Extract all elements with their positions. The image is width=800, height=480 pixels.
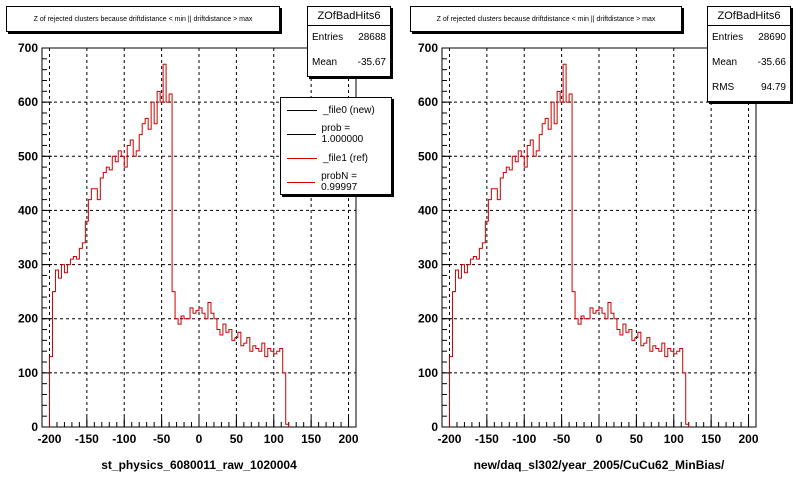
- x-tick-label: 200: [339, 432, 359, 446]
- y-tick-label: 0: [431, 420, 438, 434]
- x-tick-label: -50: [553, 432, 571, 446]
- x-tick-label: -150: [75, 432, 99, 446]
- y-tick-label: 300: [418, 258, 438, 272]
- stats-name: ZOfBadHits6: [708, 7, 790, 26]
- y-tick-label: 700: [18, 41, 38, 55]
- y-tick-label: 200: [18, 312, 38, 326]
- y-tick-label: 200: [418, 312, 438, 326]
- histogram-right: -200 -150 -100 -50 0 50 100 150 200 0 100 200 300 400…: [418, 41, 759, 472]
- x-tick-label: 100: [664, 432, 684, 446]
- stats-mean-row: Mean -35.67: [308, 51, 390, 76]
- histogram-series: [448, 63, 690, 427]
- legend-label: _file1 (ref): [323, 152, 369, 164]
- x-tick-label: -200: [37, 432, 61, 446]
- legend-left: _file0 (new) prob = 1.000000 _file1 (ref…: [280, 97, 392, 195]
- stats-mean-row: Mean -35.66: [708, 51, 790, 76]
- stats-box-left: ZOfBadHits6 Entries 28688 Mean -35.67: [307, 6, 391, 77]
- stats-entries-value: 28690: [758, 32, 786, 43]
- y-tick-label: 300: [18, 258, 38, 272]
- x-axis-title: st_physics_6080011_raw_1020004: [101, 458, 297, 472]
- legend-swatch: [287, 133, 316, 135]
- y-tick-label: 600: [18, 95, 38, 109]
- histogram-series: [48, 63, 290, 427]
- stats-rms-value: 94.79: [760, 82, 786, 93]
- stats-entries-value: 28688: [358, 32, 386, 43]
- legend-swatch: [287, 157, 317, 159]
- y-tick-label: 100: [418, 366, 438, 380]
- y-tick-label: 500: [418, 149, 438, 163]
- legend-swatch: [287, 181, 316, 183]
- x-tick-label: 200: [739, 432, 759, 446]
- x-tick-label: -100: [112, 432, 136, 446]
- y-tick-label: 100: [18, 366, 38, 380]
- x-tick-label: 150: [301, 432, 321, 446]
- x-tick-label: 50: [230, 432, 244, 446]
- stats-box-right: ZOfBadHits6 Entries 28690 Mean -35.66 RM…: [707, 6, 791, 102]
- stats-name: ZOfBadHits6: [308, 7, 390, 26]
- panel-title-left: Z of rejected clusters because driftdist…: [6, 6, 280, 32]
- legend-swatch: [287, 109, 317, 111]
- legend-label: probN = 0.99997: [321, 171, 358, 193]
- x-tick-label: 50: [630, 432, 644, 446]
- stats-mean-label: Mean: [712, 57, 738, 68]
- stats-rms-row: RMS 94.79: [708, 76, 790, 101]
- y-tick-label: 600: [418, 95, 438, 109]
- legend-entry: _file0 (new): [281, 98, 391, 122]
- legend-entry: prob = 1.000000: [281, 122, 391, 146]
- y-tick-label: 0: [31, 420, 38, 434]
- stats-mean-value: -35.66: [757, 57, 786, 68]
- x-tick-label: -50: [153, 432, 171, 446]
- stats-entries-row: Entries 28690: [708, 26, 790, 51]
- stats-mean-value: -35.67: [357, 57, 386, 68]
- legend-label: prob = 1.000000: [321, 123, 364, 145]
- y-tick-label: 400: [18, 203, 38, 217]
- x-axis-title: new/daq_sl302/year_2005/CuCu62_MinBias/: [474, 458, 725, 472]
- y-tick-label: 700: [418, 41, 438, 55]
- x-tick-label: -150: [475, 432, 499, 446]
- plot-frame: [441, 47, 757, 428]
- x-tick-label: 150: [701, 432, 721, 446]
- legend-entry: _file1 (ref): [281, 146, 391, 170]
- stats-entries-label: Entries: [712, 32, 744, 43]
- x-tick-label: -100: [512, 432, 536, 446]
- legend-entry: probN = 0.99997: [281, 170, 391, 194]
- legend-label: _file0 (new): [323, 104, 375, 116]
- stats-entries-label: Entries: [312, 32, 344, 43]
- y-tick-label: 500: [18, 149, 38, 163]
- x-tick-label: 0: [596, 432, 603, 446]
- x-tick-label: 0: [196, 432, 203, 446]
- y-tick-label: 400: [418, 203, 438, 217]
- stats-rms-label: RMS: [712, 82, 735, 93]
- panel-title-right: Z of rejected clusters because driftdist…: [410, 6, 682, 32]
- x-tick-label: 100: [264, 432, 284, 446]
- stats-entries-row: Entries 28688: [308, 26, 390, 51]
- stats-mean-label: Mean: [312, 57, 338, 68]
- x-tick-label: -200: [437, 432, 461, 446]
